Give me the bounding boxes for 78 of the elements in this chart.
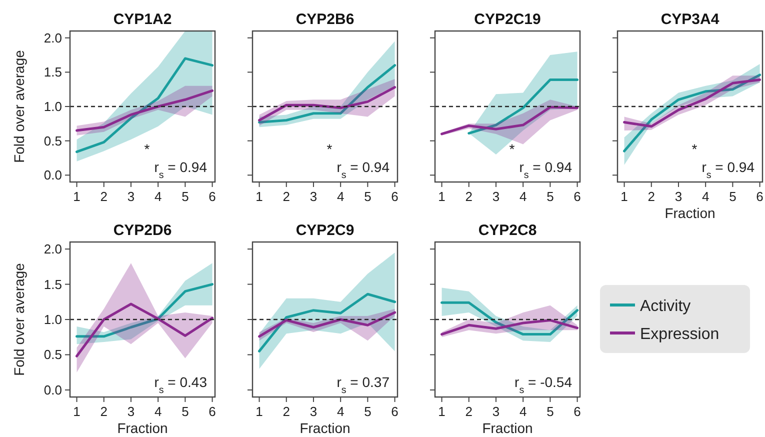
y-tick-label: 1.0 xyxy=(44,99,62,114)
annotation: * xyxy=(692,141,698,157)
x-tick-label: 3 xyxy=(674,189,682,204)
y-tick-label: 0.5 xyxy=(44,347,62,362)
x-tick-label: 6 xyxy=(391,404,398,419)
x-tick-label: 4 xyxy=(519,189,527,204)
y-axis-title: Fold over average xyxy=(11,262,27,376)
x-tick-label: 5 xyxy=(182,189,189,204)
x-tick-label: 1 xyxy=(256,189,263,204)
x-tick-label: 4 xyxy=(336,189,344,204)
annotation: r$_{s}$ = 0.94 xyxy=(336,159,390,180)
annotation: r$_{s}$ = 0.94 xyxy=(702,159,755,180)
x-tick-label: 1 xyxy=(438,404,446,419)
x-tick-label: 2 xyxy=(100,404,108,419)
x-tick-label: 4 xyxy=(154,189,162,204)
x-tick-label: 5 xyxy=(729,189,736,204)
y-tick-label: 1.0 xyxy=(44,312,62,327)
x-axis-title: Fraction xyxy=(300,420,350,436)
annotation: r$_{s}$ = 0.37 xyxy=(336,374,390,396)
x-tick-label: 5 xyxy=(546,189,554,204)
x-tick-label: 5 xyxy=(364,189,372,204)
x-axis-title: Fraction xyxy=(117,420,168,436)
y-tick-label: 0.5 xyxy=(44,133,62,148)
chart-title: CYP1A2 xyxy=(113,11,172,28)
x-tick-label: 2 xyxy=(648,189,655,204)
y-axis-title: Fold over average xyxy=(11,50,27,163)
chart-title: CYP2B6 xyxy=(296,11,354,28)
x-tick-label: 2 xyxy=(282,404,290,419)
x-tick-label: 5 xyxy=(182,404,189,419)
x-tick-label: 6 xyxy=(574,404,581,419)
x-tick-label: 4 xyxy=(519,404,527,419)
x-tick-label: 2 xyxy=(465,404,472,419)
x-tick-label: 2 xyxy=(465,189,472,204)
annotation: r$_{s}$ = 0.94 xyxy=(154,159,208,180)
x-tick-label: 3 xyxy=(127,189,135,204)
x-tick-label: 1 xyxy=(73,189,80,204)
chart-title: CYP2C19 xyxy=(474,11,541,28)
x-tick-label: 4 xyxy=(154,404,162,419)
chart-title: CYP2D6 xyxy=(113,222,172,239)
x-tick-label: 5 xyxy=(546,404,554,419)
x-tick-label: 3 xyxy=(492,189,500,204)
y-tick-label: 2.0 xyxy=(44,30,62,46)
annotation: * xyxy=(326,141,333,157)
x-tick-label: 6 xyxy=(208,189,216,204)
x-tick-label: 1 xyxy=(73,404,80,419)
annotation: r$_{s}$ = 0.43 xyxy=(154,374,208,396)
chart-title: CYP3A4 xyxy=(660,11,720,28)
x-tick-label: 6 xyxy=(574,189,581,204)
x-tick-label: 6 xyxy=(756,189,764,204)
x-tick-label: 5 xyxy=(364,404,372,419)
x-tick-label: 4 xyxy=(336,404,344,419)
chart-title: CYP2C9 xyxy=(296,222,354,239)
x-axis-title: Fraction xyxy=(482,420,533,436)
legend-label: Expression xyxy=(640,326,720,343)
x-tick-label: 6 xyxy=(208,404,216,419)
annotation: r$_{s}$ = -0.54 xyxy=(514,374,572,396)
y-tick-label: 1.5 xyxy=(44,64,62,80)
annotation: * xyxy=(144,141,150,157)
x-tick-label: 3 xyxy=(492,404,500,419)
x-tick-label: 3 xyxy=(310,189,318,204)
y-tick-label: 0.0 xyxy=(44,168,62,183)
y-tick-label: 1.5 xyxy=(44,276,62,292)
annotation: r$_{s}$ = 0.94 xyxy=(519,159,572,180)
x-tick-label: 1 xyxy=(438,189,446,204)
x-tick-label: 2 xyxy=(282,189,290,204)
chart-title: CYP2C8 xyxy=(478,222,537,239)
x-tick-label: 3 xyxy=(310,404,318,419)
x-tick-label: 1 xyxy=(256,404,263,419)
y-tick-label: 2.0 xyxy=(44,242,62,257)
legend-label: Activity xyxy=(640,298,691,315)
x-tick-label: 3 xyxy=(127,404,135,419)
annotation: * xyxy=(509,141,516,157)
x-tick-label: 6 xyxy=(391,189,398,204)
y-tick-label: 0.0 xyxy=(44,382,62,398)
x-tick-label: 4 xyxy=(702,189,710,204)
x-tick-label: 2 xyxy=(100,189,108,204)
x-axis-title: Fraction xyxy=(664,205,716,221)
x-tick-label: 1 xyxy=(620,189,628,204)
